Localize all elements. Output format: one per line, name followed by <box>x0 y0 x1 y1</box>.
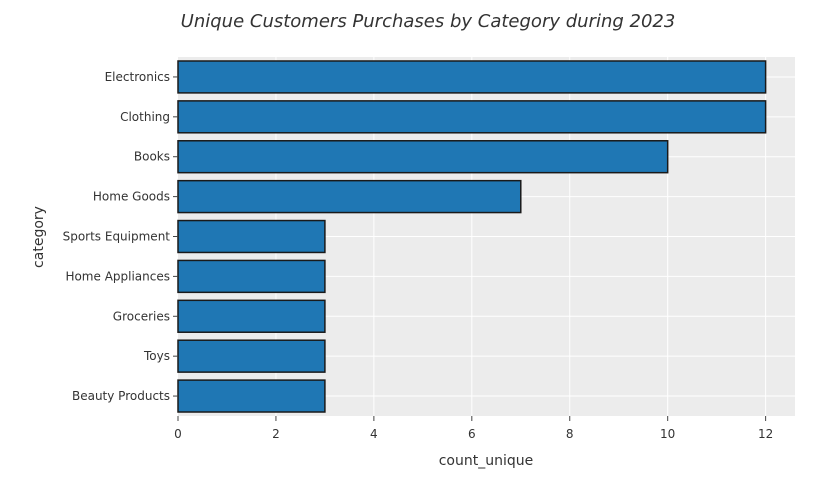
y-tick-label: Home Appliances <box>65 269 170 283</box>
y-tick-label: Beauty Products <box>72 389 170 403</box>
x-tick-label: 12 <box>758 427 773 441</box>
x-tick-label: 0 <box>174 427 182 441</box>
x-tick-label: 10 <box>660 427 675 441</box>
chart-title: Unique Customers Purchases by Category d… <box>181 11 676 32</box>
bars <box>177 60 767 413</box>
bar-sports-equipment <box>177 219 326 254</box>
x-axis-ticks: 0 2 4 6 8 10 12 <box>174 416 773 441</box>
y-tick-label: Toys <box>143 349 170 363</box>
y-axis-ticks: Electronics Clothing Books Home Goods Sports… <box>63 70 178 403</box>
y-tick-label: Clothing <box>120 110 170 124</box>
bar-clothing <box>177 100 767 134</box>
bar-books <box>177 140 669 174</box>
x-axis-title: count_unique <box>439 453 534 469</box>
y-tick-label: Home Goods <box>93 190 170 204</box>
bar-electronics <box>177 60 767 94</box>
y-tick-label: Sports Equipment <box>63 230 171 244</box>
bar-home-appliances <box>177 259 326 294</box>
y-tick-label: Groceries <box>113 309 170 323</box>
x-tick-label: 6 <box>468 427 476 441</box>
bar-toys <box>177 339 326 373</box>
bar-beauty-products <box>177 379 326 413</box>
y-axis-title: category <box>31 206 47 268</box>
x-tick-label: 8 <box>566 427 574 441</box>
bar-home-goods <box>177 179 522 214</box>
y-tick-label: Electronics <box>105 70 170 84</box>
x-tick-label: 2 <box>272 427 280 441</box>
x-tick-label: 4 <box>370 427 378 441</box>
bar-groceries <box>177 299 326 333</box>
y-tick-label: Books <box>134 150 170 164</box>
